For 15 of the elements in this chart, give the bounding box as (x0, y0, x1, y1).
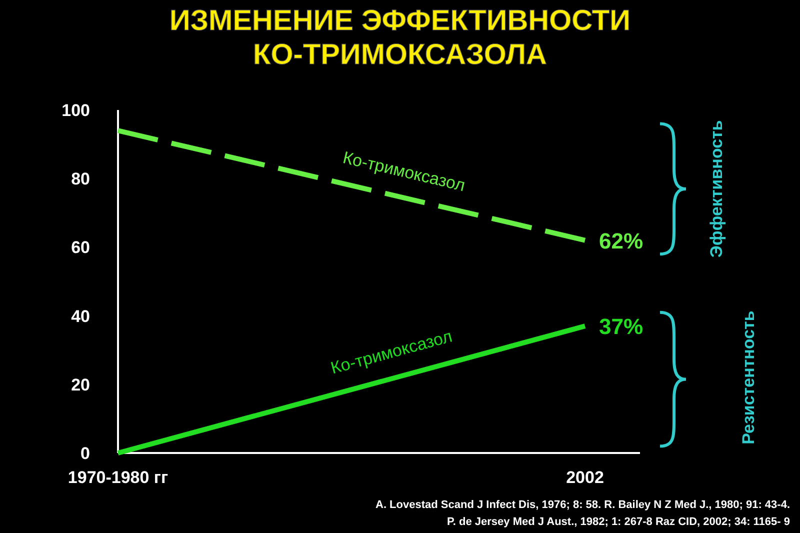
y-tick-label: 60 (71, 238, 90, 258)
text: P. de Jersey Med J Aust., 1982; 1: 267-8 Raz CID, 2002; 34: 1165- 9 (446, 516, 790, 528)
y-tick-label: 20 (71, 375, 90, 394)
annotation: Эффективность (707, 120, 726, 258)
text: A. Lovestad Scand J Infect Dis, 1976; 8: 58. R. Bailey N Z Med J., 1980; 91: 43-4. (376, 499, 790, 511)
data-label: 62% (599, 228, 644, 254)
y-tick-label: 100 (62, 101, 90, 120)
annotation: Резистентность (739, 310, 758, 444)
y-tick-label: 40 (71, 306, 90, 326)
data-label: 37% (599, 314, 644, 340)
x-tick-label: 1970-1980 гг (68, 468, 168, 487)
chart-title: ИЗМЕНЕНИЕ ЭФФЕКТИВНОСТИ КО-ТРИМОКСАЗОЛА (170, 5, 630, 71)
y-tick-label: 0 (80, 444, 90, 463)
x-tick-label: 2002 (566, 468, 604, 487)
y-tick-label: 80 (71, 170, 90, 189)
